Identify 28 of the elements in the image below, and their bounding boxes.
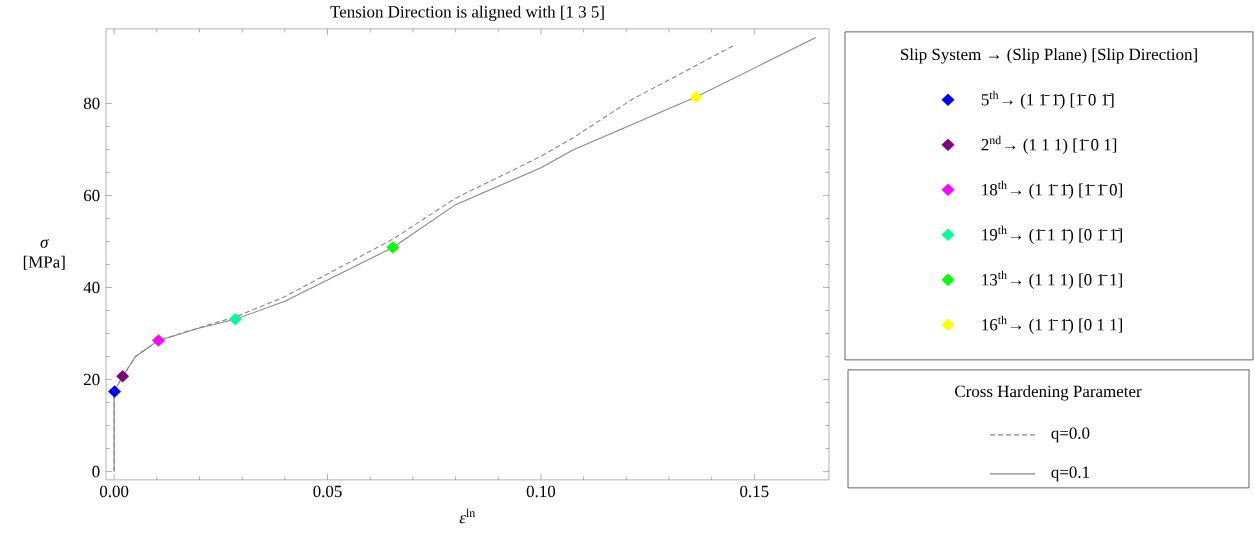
legend-label: 13$^{th}$→ (1 1 1) [0 1̄ 1] [982,270,1122,289]
text: Cross Hardening Parameter [955,385,1142,401]
legend-label: q=0.1 [1051,466,1090,482]
y-tick-label: 80 [83,97,100,110]
x-tick-label: 0.00 [99,485,129,498]
y-tick-label: 60 [83,189,100,202]
legend-label: 16$^{th}$→ (1 1̄ 1̄) [0 1 1] [982,315,1122,334]
point [228,313,242,326]
legend-label: 18$^{th}$→ (1 1̄ 1̄) [1̄ 1̄ 0] [982,180,1122,199]
point [689,90,703,104]
legend-label: 5$^{th}$→ (1 1̄ 1̄) [1̄ 0 1̄] [981,90,1114,109]
legend-label: q=0.0 [1051,427,1090,443]
legend-title: Slip System → (Slip Plane) [Slip Direction] [901,48,1197,64]
y-tick-label: 20 [83,373,100,386]
legend-label: 19$^{th}$→ (1̄ 1 1̄) [0 1̄ 1̄] [982,225,1122,244]
x-tick-label: 0.05 [313,485,342,498]
legend-label: 2$^{nd}$→ (1 1 1) [1̄ 0 1] [981,135,1117,154]
point [116,370,130,383]
y-axis-title: σ [MPa] [23,238,65,270]
x-axis-title: ε$^{ln}$ [459,508,476,524]
y-tick-label: 40 [83,281,100,294]
chart-title: Tension Direction is aligned with [1 3 5] [330,5,604,22]
y-tick-label: 0 [92,465,100,478]
point [108,385,122,398]
point [152,334,166,347]
x-tick-label: 0.10 [526,485,556,498]
point [386,241,400,254]
x-tick-label: 0.15 [740,485,769,498]
